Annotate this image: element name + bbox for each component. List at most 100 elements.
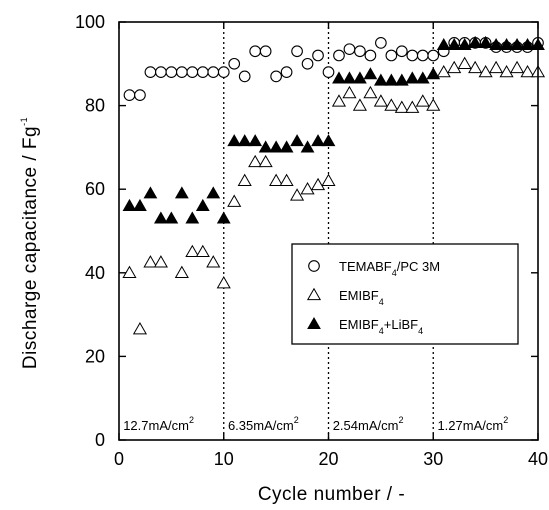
x-tick-label: 40: [528, 449, 548, 469]
data-point: [510, 37, 524, 51]
data-point: [468, 60, 483, 74]
data-point: [426, 98, 441, 111]
rate-regions: 12.7mA/cm2 6.35mA/cm2 2.54mA/cm2 1.27mA/cm2: [123, 22, 508, 440]
y-tick-label: 40: [85, 263, 105, 283]
legend-marker: [306, 287, 322, 301]
data-point: [174, 265, 189, 278]
data-point: [310, 177, 326, 191]
data-point: [353, 71, 367, 84]
data-point: [144, 66, 157, 79]
data-point: [154, 211, 168, 224]
data-point: [269, 140, 284, 153]
data-point: [499, 64, 514, 78]
data-point: [436, 37, 451, 51]
data-point: [478, 35, 493, 48]
data-point: [520, 64, 535, 78]
data-point: [321, 173, 336, 186]
data-point: [342, 85, 357, 99]
data-point: [216, 211, 231, 224]
data-point: [322, 66, 335, 79]
axes: 0 10 20 30 40 0 20 40 60 80 100: [75, 12, 548, 469]
data-point: [185, 211, 200, 224]
data-point: [227, 194, 242, 207]
x-tick-label: 10: [214, 449, 234, 469]
data-point: [143, 186, 158, 199]
legend-box: [291, 243, 519, 345]
data-point: [237, 173, 252, 186]
data-point: [333, 49, 345, 62]
data-point: [228, 57, 241, 70]
data-point: [364, 49, 377, 62]
data-point: [457, 37, 472, 51]
data-point: [385, 49, 398, 62]
region-label: 1.27mA/cm2: [437, 415, 508, 433]
data-point: [489, 60, 504, 74]
data-point: [248, 154, 263, 168]
region-label: 12.7mA/cm2: [123, 415, 194, 433]
x-tick-label: 20: [318, 449, 338, 469]
data-point: [258, 140, 273, 153]
data-point: [363, 67, 378, 80]
data-point: [520, 37, 535, 51]
data-point: [207, 66, 220, 79]
data-point: [270, 70, 282, 83]
y-tick-label: 20: [85, 346, 105, 366]
data-point: [343, 43, 356, 56]
data-point: [300, 140, 315, 153]
legend-label: TEMABF4/PC 3M: [339, 259, 440, 278]
legend-marker: [307, 316, 321, 330]
data-point: [280, 66, 293, 79]
data-point: [237, 134, 252, 147]
data-point: [301, 57, 314, 70]
data-point: [269, 173, 284, 186]
data-point: [384, 73, 399, 86]
data-point: [373, 94, 388, 107]
data-point: [132, 322, 148, 335]
data-point: [499, 37, 514, 51]
data-point: [238, 70, 251, 83]
y-tick-label: 80: [85, 96, 105, 116]
data-point: [468, 35, 483, 48]
data-point: [394, 100, 409, 113]
data-point: [363, 85, 378, 99]
data-point: [447, 37, 462, 51]
legend-marker: [308, 260, 320, 272]
data-point: [384, 98, 399, 111]
x-tick-label: 30: [423, 449, 443, 469]
legend-label: EMIBF4+LiBF4: [339, 317, 423, 336]
data-point: [133, 198, 147, 211]
data-point: [405, 71, 420, 84]
data-point: [447, 60, 462, 74]
data-point: [416, 49, 429, 62]
data-point: [122, 198, 137, 211]
data-point: [279, 140, 294, 153]
data-point: [259, 45, 272, 58]
data-point: [216, 276, 231, 289]
data-point: [185, 244, 200, 258]
y-tick-label: 0: [95, 430, 105, 450]
data-point: [509, 60, 525, 74]
axis-titles: Cycle number / - Discharge capacitance / …: [19, 117, 405, 505]
data-point: [427, 49, 440, 62]
data-point: [291, 45, 303, 58]
data-point: [395, 45, 408, 58]
data-point: [312, 49, 324, 62]
data-point: [375, 37, 387, 49]
series-2: [122, 35, 545, 224]
data-point: [227, 134, 242, 147]
data-point: [164, 211, 179, 224]
region-label: 2.54mA/cm2: [333, 415, 404, 433]
data-point: [352, 98, 367, 111]
x-axis-title: Cycle number / -: [258, 484, 405, 505]
data-point: [195, 244, 210, 258]
data-point: [165, 66, 178, 79]
data-point: [332, 71, 346, 84]
x-tick-label: 0: [114, 449, 124, 469]
legend-label: EMIBF4: [339, 288, 384, 307]
data-point: [153, 255, 168, 268]
data-point: [394, 73, 409, 86]
data-point: [196, 66, 209, 79]
data-point: [331, 94, 347, 107]
y-tick-label: 60: [85, 179, 105, 199]
